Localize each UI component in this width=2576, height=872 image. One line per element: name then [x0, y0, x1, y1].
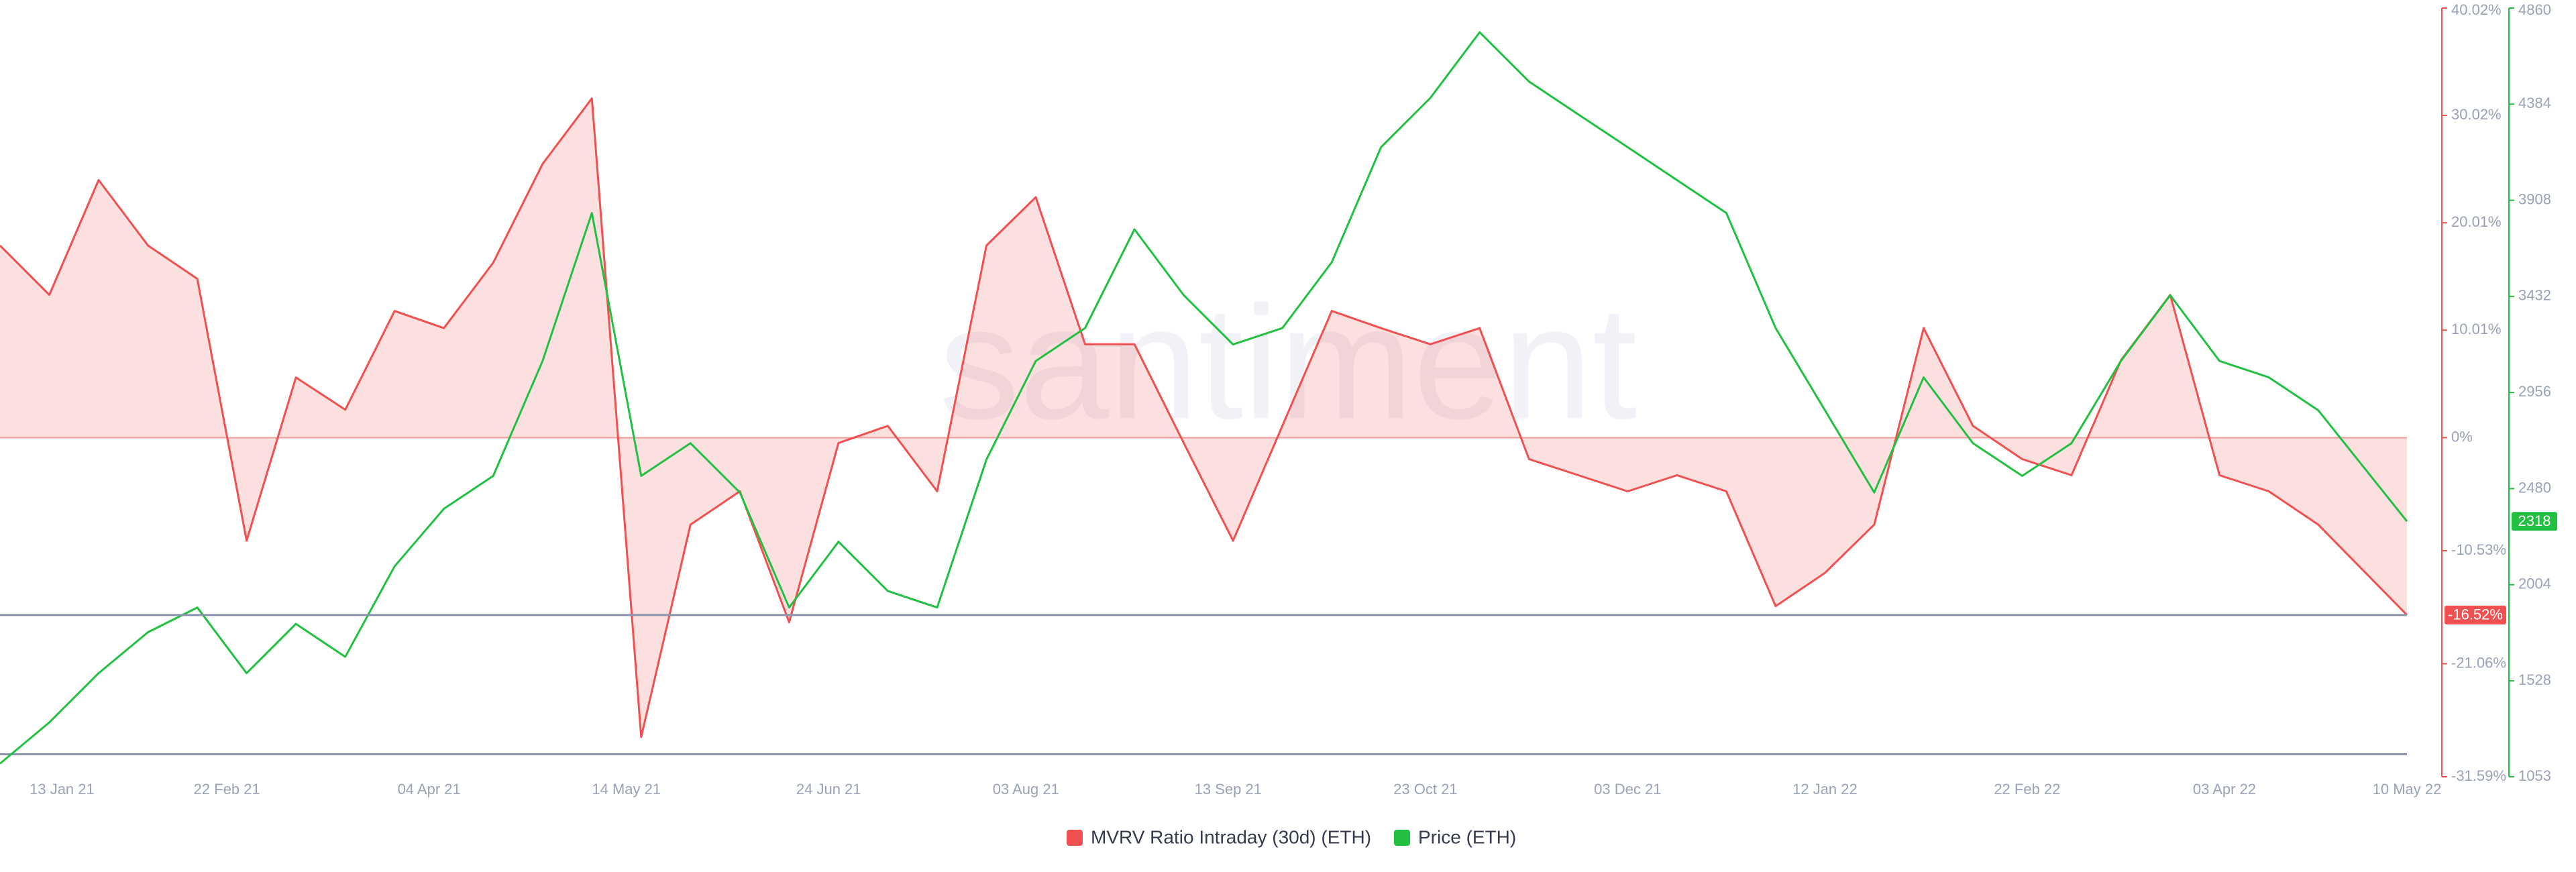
marker-label: 2318 — [2518, 512, 2551, 529]
line — [0, 31, 2408, 765]
y2-tick-label: 1528 — [2518, 671, 2551, 688]
x-tick-label: 22 Feb 21 — [194, 781, 260, 798]
marker-label: -16.52% — [2448, 606, 2503, 623]
y2-tick-label: 1053 — [2518, 767, 2551, 784]
x-tick-label: 04 Apr 21 — [398, 781, 461, 798]
legend-text: MVRV Ratio Intraday (30d) (ETH) — [1091, 826, 1371, 847]
x-tick-label: 13 Sep 21 — [1195, 781, 1262, 798]
x-tick-label: 24 Jun 21 — [796, 781, 861, 798]
x-tick-label: 03 Apr 22 — [2193, 781, 2256, 798]
x-tick-label: 13 Jan 21 — [30, 781, 95, 798]
y2-tick-label: 3908 — [2518, 190, 2551, 207]
y2-tick-label: 2480 — [2518, 479, 2551, 496]
line — [0, 97, 2408, 739]
x-tick-label: 03 Dec 21 — [1594, 781, 1661, 798]
x-tick-label: 03 Aug 21 — [993, 781, 1059, 798]
marker-box — [2445, 605, 2506, 624]
x-tick-label: 22 Feb 22 — [1994, 781, 2060, 798]
watermark: santiment — [939, 272, 1638, 452]
x-tick-label: 12 Jan 22 — [1792, 781, 1858, 798]
y2-tick-label: 4384 — [2518, 95, 2551, 111]
legend-swatch — [1067, 830, 1083, 846]
x-tick-label: 23 Oct 21 — [1393, 781, 1457, 798]
legend-swatch — [1394, 830, 1410, 846]
y-tick-label: 40.02% — [2451, 1, 2502, 18]
y-tick-label: 20.01% — [2451, 213, 2502, 230]
area — [0, 98, 2407, 737]
legend-text: Price (ETH) — [1418, 826, 1516, 847]
y2-tick-label: 3432 — [2518, 287, 2551, 304]
y-tick-label: 30.02% — [2451, 106, 2502, 123]
y-tick-label: 0% — [2451, 428, 2473, 445]
marker-box — [2512, 512, 2557, 531]
x-tick-label: 10 May 22 — [2373, 781, 2442, 798]
y-tick-label: -21.06% — [2451, 654, 2506, 671]
y2-tick-label: 2004 — [2518, 576, 2551, 592]
y-tick-label: 10.01% — [2451, 321, 2502, 337]
x-tick-label: 14 May 21 — [592, 781, 661, 798]
y-tick-label: -10.53% — [2451, 541, 2506, 558]
y2-tick-label: 2956 — [2518, 383, 2551, 400]
y2-tick-label: 4860 — [2518, 1, 2551, 18]
y-tick-label: -31.59% — [2451, 767, 2506, 784]
